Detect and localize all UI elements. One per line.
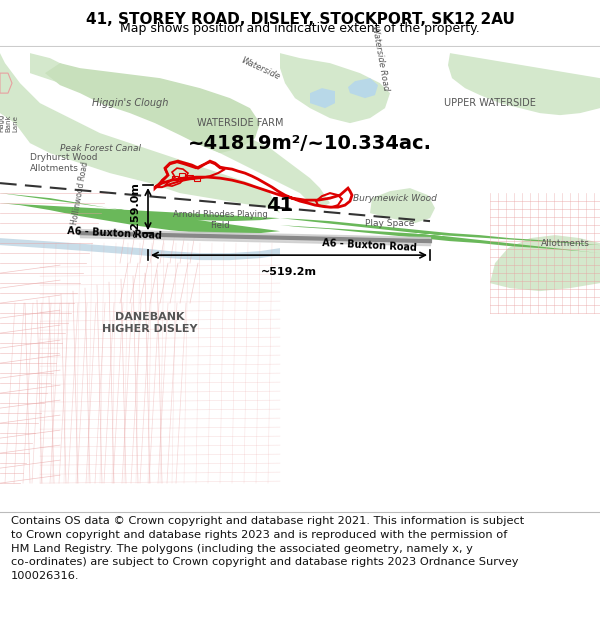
Bar bbox=[179, 173, 185, 177]
Polygon shape bbox=[0, 238, 280, 260]
Polygon shape bbox=[0, 53, 280, 213]
Polygon shape bbox=[0, 193, 280, 233]
Bar bbox=[194, 177, 200, 181]
Polygon shape bbox=[45, 63, 260, 153]
Polygon shape bbox=[490, 235, 600, 291]
Text: DANEBANK
HIGHER DISLEY: DANEBANK HIGHER DISLEY bbox=[102, 312, 198, 334]
Text: 41: 41 bbox=[266, 196, 293, 214]
Text: Higgin's Clough: Higgin's Clough bbox=[92, 98, 168, 108]
Text: Arnold Rhodes Playing
Field: Arnold Rhodes Playing Field bbox=[173, 211, 268, 230]
Text: Waterside: Waterside bbox=[239, 55, 281, 81]
Text: A6 - Buxton Road: A6 - Buxton Road bbox=[322, 238, 418, 252]
Text: Burymewick Wood: Burymewick Wood bbox=[353, 194, 437, 202]
Text: Dryhurst Wood
Allotments: Dryhurst Wood Allotments bbox=[30, 153, 97, 173]
Text: Allotments: Allotments bbox=[541, 239, 589, 248]
Text: Hollinwood Road: Hollinwood Road bbox=[70, 161, 90, 226]
Text: UPPER WATERSIDE: UPPER WATERSIDE bbox=[444, 98, 536, 108]
Polygon shape bbox=[448, 53, 600, 115]
Text: Peak Forest Canal: Peak Forest Canal bbox=[60, 144, 141, 152]
Text: Hagg
Bank
Lane: Hagg Bank Lane bbox=[0, 114, 18, 132]
Polygon shape bbox=[370, 188, 435, 223]
Text: Contains OS data © Crown copyright and database right 2021. This information is : Contains OS data © Crown copyright and d… bbox=[11, 516, 524, 581]
Text: Play Space: Play Space bbox=[365, 219, 415, 228]
Text: Waterside Road: Waterside Road bbox=[370, 25, 390, 91]
Polygon shape bbox=[280, 218, 600, 253]
Bar bbox=[172, 176, 178, 180]
Polygon shape bbox=[310, 88, 335, 108]
Text: ~519.2m: ~519.2m bbox=[261, 267, 317, 277]
Text: ~259.0m: ~259.0m bbox=[130, 181, 140, 237]
Polygon shape bbox=[348, 78, 378, 98]
Polygon shape bbox=[30, 53, 330, 208]
Text: WATERSIDE FARM: WATERSIDE FARM bbox=[197, 118, 283, 128]
Bar bbox=[187, 175, 193, 179]
Text: A6 - Buxton Road: A6 - Buxton Road bbox=[67, 226, 163, 241]
Text: ~41819m²/~10.334ac.: ~41819m²/~10.334ac. bbox=[188, 134, 432, 152]
Text: Map shows position and indicative extent of the property.: Map shows position and indicative extent… bbox=[120, 22, 480, 35]
Text: 41, STOREY ROAD, DISLEY, STOCKPORT, SK12 2AU: 41, STOREY ROAD, DISLEY, STOCKPORT, SK12… bbox=[86, 12, 514, 27]
Polygon shape bbox=[280, 53, 390, 123]
